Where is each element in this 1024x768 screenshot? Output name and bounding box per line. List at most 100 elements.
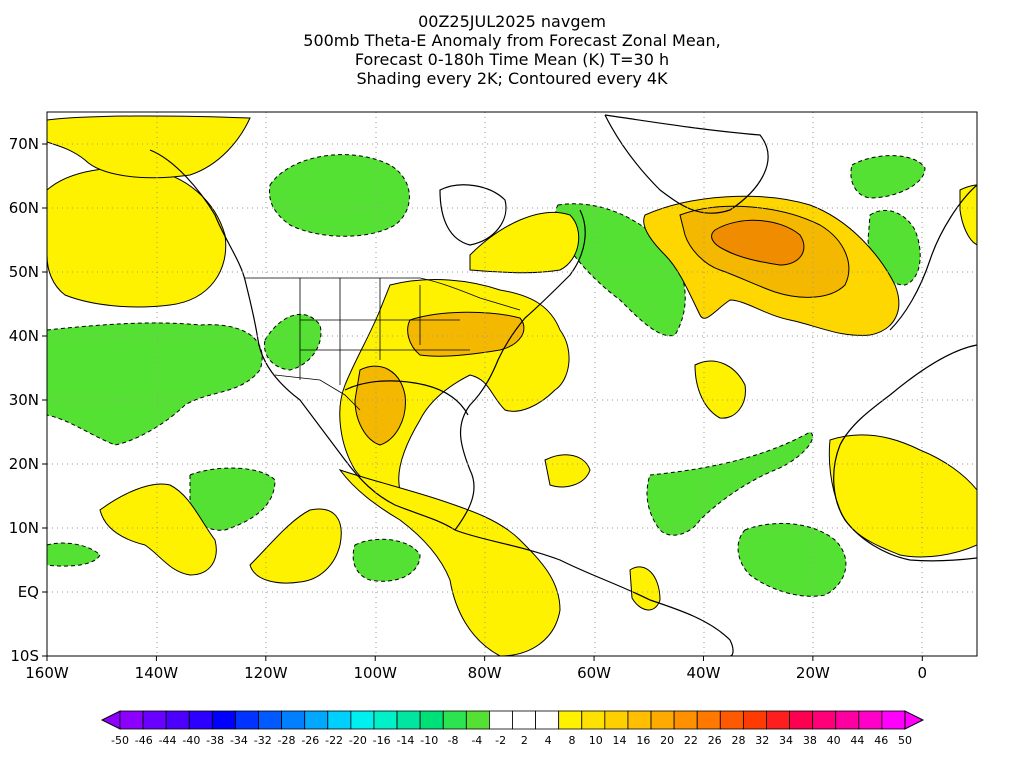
coast-north-america-east — [454, 209, 586, 531]
colorbar-label: 50 — [898, 734, 912, 747]
map-frame — [46, 111, 978, 657]
colorbar-label: -40 — [182, 734, 200, 747]
colorbar-label: -32 — [254, 734, 272, 747]
colorbar-label: 44 — [850, 734, 864, 747]
lon-tick-label: 20W — [796, 664, 830, 682]
colorbar-label: -14 — [396, 734, 414, 747]
anomaly-region-pos-europe-edge — [959, 184, 977, 246]
colorbar-swatch — [327, 710, 352, 730]
coastlines — [149, 114, 977, 656]
title-line-shading: Shading every 2K; Contoured every 4K — [356, 69, 668, 88]
colorbar-label: 16 — [636, 734, 650, 747]
coast-south-america — [454, 529, 734, 656]
anomaly-region-pos-africa — [828, 434, 977, 558]
colorbar-arrow-low — [100, 710, 121, 730]
colorbar-swatch — [188, 710, 213, 730]
lat-tick-label: 20N — [9, 455, 39, 473]
colorbar-label: 34 — [779, 734, 793, 747]
lat-tick-label: 40N — [9, 327, 39, 345]
border-us-canada — [245, 277, 521, 311]
lat-tick-label: 10N — [9, 519, 39, 537]
title-line-model: 00Z25JUL2025 navgem — [418, 12, 606, 31]
colorbar-swatch — [119, 710, 144, 730]
anomaly-region-pos-gulf-core — [354, 365, 406, 446]
colorbar-label: 40 — [827, 734, 841, 747]
title-line-field: 500mb Theta-E Anomaly from Forecast Zona… — [303, 31, 721, 50]
lat-tick-label: EQ — [18, 583, 39, 601]
title-line-forecast: Forecast 0-180h Time Mean (K) T=30 h — [354, 50, 670, 69]
colorbar-swatch — [650, 710, 675, 730]
colorbar-label: -34 — [230, 734, 248, 747]
lon-tick-label: 120W — [244, 664, 288, 682]
colorbar-swatch — [304, 710, 329, 730]
anomaly-region-neg-eq-pac-1 — [352, 538, 421, 582]
coast-gulf — [344, 380, 469, 416]
colorbar-swatch — [696, 710, 721, 730]
colorbar-label: 26 — [708, 734, 722, 747]
colorbar-label: -10 — [420, 734, 438, 747]
colorbar-label: -20 — [349, 734, 367, 747]
graticule — [47, 112, 977, 656]
colorbar-label: 10 — [589, 734, 603, 747]
colorbar-label: 20 — [660, 734, 674, 747]
colorbar-swatch — [835, 710, 860, 730]
colorbar-swatch — [235, 710, 259, 730]
anomaly-shading — [47, 115, 977, 656]
colorbar-swatch — [211, 710, 236, 730]
colorbar-swatch — [465, 710, 490, 730]
colorbar-label: 28 — [731, 734, 745, 747]
colorbar-swatch — [396, 710, 421, 730]
political-boundaries — [245, 277, 521, 411]
coast-africa — [833, 344, 977, 562]
anomaly-region-neg-atlantic-eq — [737, 522, 847, 597]
anomaly-region-pos-arctic — [47, 115, 251, 179]
coast-greenland — [604, 114, 769, 214]
colorbar-swatch — [373, 710, 398, 730]
colorbar: -50 -46 -44 -40 -38 -34 -32 -28 -26 -22 -20 -16 -14-… — [100, 710, 925, 747]
colorbar-swatch — [142, 710, 167, 730]
colorbar-swatch — [766, 710, 790, 730]
colorbar-swatch — [165, 710, 190, 730]
colorbar-swatch — [812, 710, 837, 730]
colorbar-label: -16 — [373, 734, 391, 747]
coast-europe — [889, 184, 977, 331]
colorbar-label: 8 — [568, 734, 575, 747]
anomaly-region-neg-us-west — [263, 313, 322, 371]
colorbar-swatch — [719, 710, 744, 730]
colorbar-swatch — [858, 710, 883, 730]
colorbar-swatch — [442, 710, 467, 730]
colorbar-swatch — [281, 710, 306, 730]
lon-tick-label: 100W — [354, 664, 398, 682]
anomaly-region-pos-alaska-arc — [47, 167, 227, 308]
colorbar-label: 14 — [613, 734, 627, 747]
coast-hudson-bay — [439, 184, 507, 246]
colorbar-label: 32 — [755, 734, 769, 747]
colorbar-swatch — [558, 710, 583, 730]
colorbar-swatch — [258, 710, 283, 730]
colorbar-label: -50 — [111, 734, 129, 747]
colorbar-label: 2 — [521, 734, 528, 747]
anomaly-region-pos-sa-east — [629, 566, 661, 611]
colorbar-label: 4 — [545, 734, 552, 747]
border-us-mexico — [274, 374, 361, 411]
anomaly-region-pos-central-am — [338, 469, 561, 656]
lon-tick-label: 140W — [135, 664, 179, 682]
colorbar-swatch — [789, 710, 814, 730]
anomaly-region-pos-pac-tropics-1 — [99, 483, 217, 576]
colorbar-swatch — [512, 710, 536, 730]
colorbar-label: -38 — [206, 734, 224, 747]
colorbar-swatch — [627, 710, 652, 730]
colorbar-label: 22 — [684, 734, 698, 747]
colorbar-swatch — [581, 710, 606, 730]
colorbar-label: -46 — [135, 734, 153, 747]
lat-tick-label: 10S — [10, 647, 39, 665]
lat-tick-label: 70N — [9, 135, 39, 153]
colorbar-label: -2 — [495, 734, 506, 747]
colorbar-label: -8 — [448, 734, 459, 747]
anomaly-region-neg-pacific-east — [47, 322, 263, 446]
colorbar-swatch — [350, 710, 375, 730]
colorbar-label: -22 — [325, 734, 343, 747]
lat-tick-label: 60N — [9, 199, 39, 217]
lat-tick-label: 50N — [9, 263, 39, 281]
